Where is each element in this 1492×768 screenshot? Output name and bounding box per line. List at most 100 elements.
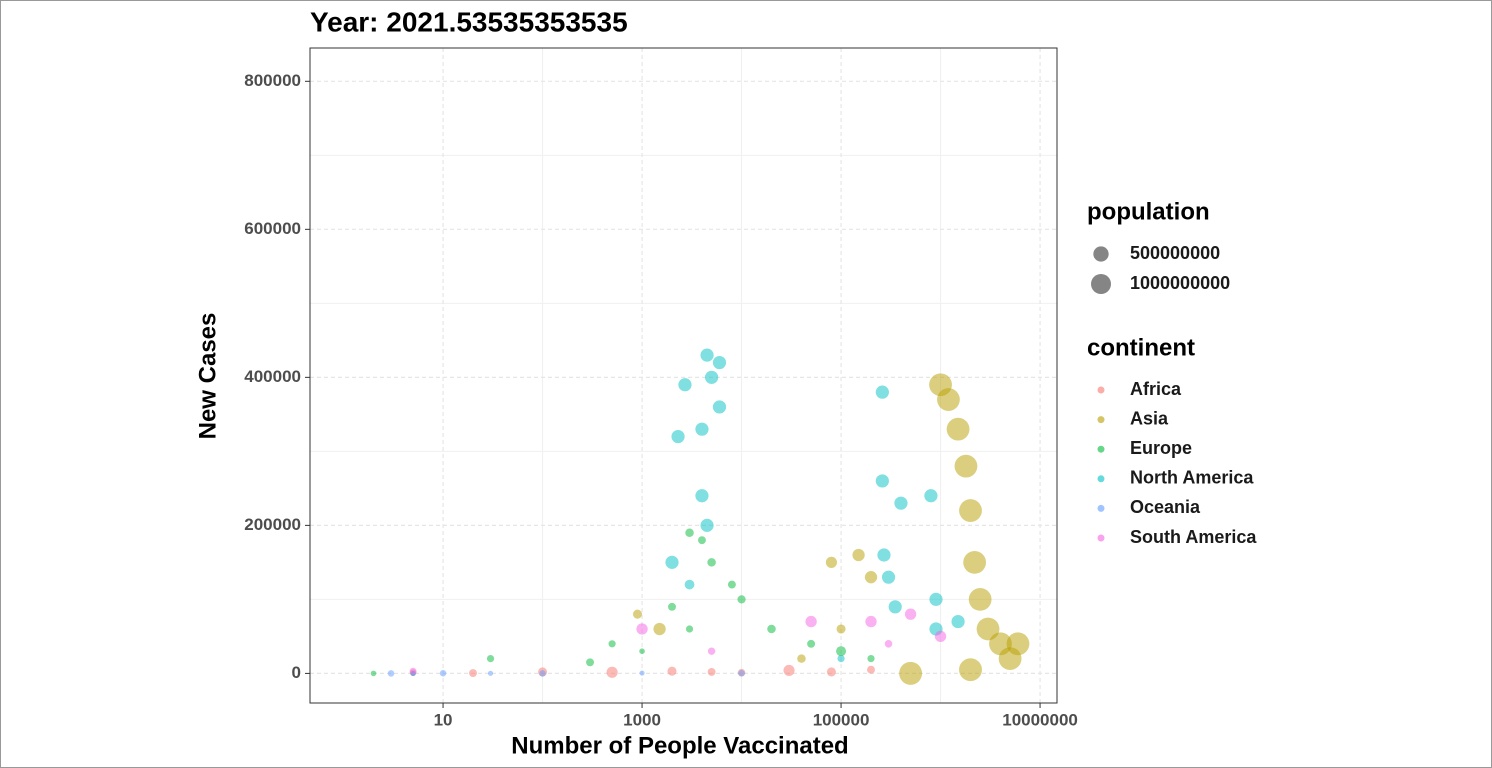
x-tick-label: 100000	[813, 710, 870, 729]
x-axis-label: Number of People Vaccinated	[511, 732, 848, 759]
point	[486, 654, 495, 663]
point	[825, 556, 837, 568]
legend-label: Africa	[1130, 379, 1182, 399]
point	[888, 600, 902, 614]
point	[767, 624, 776, 634]
point	[737, 595, 746, 604]
point	[899, 661, 923, 685]
legend-key	[1097, 475, 1105, 483]
point	[700, 518, 714, 532]
point	[884, 640, 893, 648]
x-tick-label: 1000	[623, 710, 661, 729]
point	[875, 385, 889, 399]
point	[695, 422, 709, 436]
legend-key	[1097, 386, 1105, 394]
legend-label: Asia	[1130, 408, 1169, 428]
point	[700, 348, 714, 362]
point	[951, 614, 965, 629]
point	[667, 666, 677, 676]
point	[738, 669, 745, 677]
point	[904, 608, 917, 620]
point	[837, 654, 845, 663]
point	[409, 667, 417, 675]
point	[387, 670, 395, 677]
point	[852, 548, 865, 562]
x-tick-label: 10000000	[1002, 710, 1078, 729]
point	[370, 670, 377, 677]
size-legend-title: population	[1087, 198, 1210, 225]
point	[924, 489, 938, 503]
point	[797, 654, 806, 663]
point	[469, 669, 477, 677]
point	[934, 630, 947, 643]
chart-title: Year: 2021.53535353535	[310, 6, 628, 37]
point	[864, 571, 878, 584]
point	[665, 555, 679, 569]
point	[836, 646, 847, 657]
point	[639, 648, 645, 654]
legend-label: Oceania	[1130, 497, 1201, 517]
legend-key	[1097, 445, 1105, 453]
point	[668, 602, 676, 611]
x-tick-label: 10	[434, 710, 453, 729]
point	[826, 667, 836, 677]
point	[959, 658, 982, 682]
size-legend-key	[1093, 246, 1109, 262]
point	[639, 670, 645, 676]
y-tick-label: 800000	[244, 71, 301, 90]
point	[632, 609, 643, 619]
point	[867, 654, 875, 663]
y-axis-label: New Cases	[194, 313, 221, 440]
point	[807, 639, 816, 648]
y-tick-label: 600000	[244, 219, 301, 238]
point	[685, 625, 694, 633]
point	[707, 558, 716, 567]
point	[439, 669, 447, 677]
point	[968, 587, 992, 611]
y-tick-label: 0	[292, 663, 301, 682]
point	[946, 417, 970, 441]
color-legend-title: continent	[1087, 334, 1195, 361]
point	[606, 666, 618, 678]
points	[370, 348, 1030, 685]
point	[671, 429, 685, 444]
point	[487, 670, 494, 676]
legend-key	[1097, 534, 1105, 542]
size-legend-label: 500000000	[1130, 243, 1220, 263]
point	[805, 615, 817, 628]
point	[865, 615, 877, 628]
point	[929, 592, 943, 606]
point	[653, 622, 666, 636]
point	[877, 548, 891, 562]
y-tick-label: 400000	[244, 367, 301, 386]
point	[684, 579, 695, 590]
point	[727, 580, 736, 589]
point	[1006, 632, 1030, 656]
point	[698, 536, 706, 545]
legend-label: South America	[1130, 527, 1257, 547]
point	[705, 370, 719, 384]
point	[937, 388, 960, 411]
size-legend-label: 1000000000	[1130, 273, 1230, 293]
plot-border	[309, 47, 1058, 704]
point	[712, 355, 727, 370]
point	[586, 658, 594, 667]
point	[695, 489, 709, 503]
point	[608, 640, 616, 648]
point	[539, 670, 546, 677]
point	[783, 664, 795, 677]
point	[959, 499, 982, 522]
point	[881, 570, 896, 584]
point	[875, 474, 889, 488]
point	[712, 400, 727, 414]
point	[678, 378, 692, 392]
point	[685, 528, 694, 538]
point	[954, 454, 978, 478]
legend-label: North America	[1130, 468, 1254, 488]
size-legend-key	[1091, 274, 1111, 294]
legend-key	[1097, 416, 1105, 424]
point	[963, 550, 987, 574]
point	[836, 624, 846, 634]
point	[707, 647, 716, 655]
